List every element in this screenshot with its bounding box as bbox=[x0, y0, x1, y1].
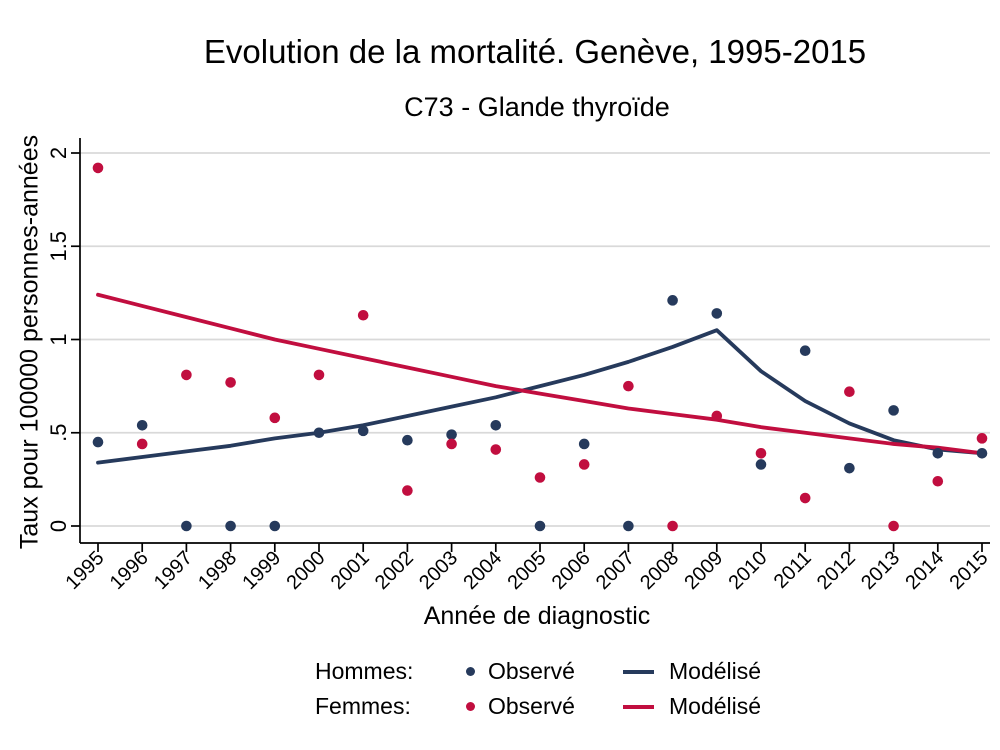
x-tick-label: 2014 bbox=[901, 547, 948, 594]
model-line bbox=[96, 292, 984, 456]
data-point bbox=[667, 520, 678, 532]
data-point bbox=[578, 459, 590, 470]
legend-observed-label-femmes: Observé bbox=[488, 693, 575, 719]
x-tick-label: 1998 bbox=[194, 547, 241, 594]
y-tick-label: .5 bbox=[46, 424, 71, 442]
x-tick-label: 2000 bbox=[283, 547, 330, 594]
data-point bbox=[181, 369, 192, 381]
data-point bbox=[269, 520, 281, 532]
y-tick-label: 1.5 bbox=[46, 231, 71, 262]
data-point bbox=[799, 492, 811, 504]
data-point bbox=[92, 436, 104, 448]
data-point bbox=[976, 447, 988, 459]
data-point bbox=[136, 419, 148, 431]
y-tick-label: 2 bbox=[46, 147, 71, 159]
data-point bbox=[225, 377, 236, 388]
x-tick-label: 2002 bbox=[371, 547, 418, 594]
data-point bbox=[136, 438, 148, 450]
data-point bbox=[402, 434, 413, 446]
x-tick-label: 2007 bbox=[592, 547, 639, 594]
x-tick-label: 2008 bbox=[636, 547, 683, 594]
legend-modeled-label-hommes: Modélisé bbox=[669, 658, 762, 684]
x-tick-label: 2010 bbox=[725, 547, 772, 594]
data-point bbox=[932, 447, 944, 459]
data-point bbox=[888, 520, 899, 532]
legend-modeled-label-femmes: Modélisé bbox=[669, 693, 762, 719]
y-tick-label: 0 bbox=[46, 520, 71, 532]
legend-row-femmes: Femmes: Observé Modélisé bbox=[315, 689, 761, 724]
x-tick-label: 1996 bbox=[106, 547, 153, 594]
data-point bbox=[534, 520, 546, 532]
data-point bbox=[755, 447, 767, 459]
x-tick-label: 2011 bbox=[770, 547, 816, 593]
data-point bbox=[402, 485, 413, 496]
data-point bbox=[534, 472, 546, 483]
x-axis-title: Année de diagnostic bbox=[423, 602, 651, 630]
data-point bbox=[888, 405, 899, 416]
data-point bbox=[313, 427, 325, 439]
data-point bbox=[313, 369, 325, 381]
data-point bbox=[490, 444, 502, 455]
legend-group-label-femmes: Femmes: bbox=[315, 693, 411, 719]
data-point bbox=[269, 412, 281, 424]
x-tick-label: 2001 bbox=[327, 547, 374, 594]
data-point bbox=[799, 345, 811, 356]
y-tick-label: 1 bbox=[46, 333, 71, 345]
x-tick-label: 1997 bbox=[150, 547, 197, 594]
x-tick-label: 2013 bbox=[857, 547, 904, 594]
data-point bbox=[623, 520, 634, 532]
x-tick-label: 2012 bbox=[813, 547, 860, 594]
x-tick-label: 2009 bbox=[680, 547, 727, 594]
x-tick-label: 2005 bbox=[504, 547, 551, 594]
data-point bbox=[711, 308, 723, 319]
data-point bbox=[667, 295, 678, 306]
data-point bbox=[844, 386, 855, 398]
data-point bbox=[932, 475, 944, 487]
x-tick-label: 2003 bbox=[415, 547, 462, 594]
data-point bbox=[976, 433, 988, 444]
chart-title: Evolution de la mortalité. Genève, 1995-… bbox=[203, 33, 867, 70]
x-tick-label: 2004 bbox=[459, 547, 506, 594]
x-tick-label: 1995 bbox=[62, 547, 109, 594]
data-point bbox=[578, 438, 590, 450]
plot-svg: 0 .5 1 1.5 2 19951996199719981999200020012002… bbox=[46, 138, 993, 594]
data-point bbox=[755, 459, 767, 470]
x-tick-label: 1999 bbox=[238, 547, 285, 594]
legend-modeled-line-icon-hommes bbox=[623, 669, 654, 674]
legend-group-label-hommes: Hommes: bbox=[315, 658, 414, 684]
legend-observed-label-hommes: Observé bbox=[488, 658, 575, 684]
chart-subtitle: C73 - Glande thyroïde bbox=[404, 92, 670, 122]
x-tick-label: 2006 bbox=[548, 547, 595, 594]
data-point bbox=[844, 462, 855, 474]
data-point bbox=[711, 410, 723, 422]
x-tick-label: 2015 bbox=[946, 547, 993, 594]
data-point bbox=[446, 438, 457, 450]
data-point bbox=[181, 520, 192, 532]
data-point bbox=[357, 309, 369, 321]
data-point bbox=[623, 380, 634, 392]
data-point bbox=[92, 162, 104, 174]
legend-row-hommes: Hommes: Observé Modélisé bbox=[315, 654, 761, 689]
legend: Hommes: Observé Modélisé Femmes: Observé… bbox=[315, 654, 761, 724]
legend-modeled-line-icon-femmes bbox=[623, 704, 654, 709]
data-point bbox=[225, 520, 236, 532]
model-line bbox=[96, 328, 984, 465]
data-point bbox=[446, 429, 457, 440]
legend-observed-dot-icon-hommes bbox=[466, 667, 475, 676]
legend-observed-dot-icon-femmes bbox=[466, 702, 475, 711]
data-point bbox=[490, 419, 502, 431]
data-point bbox=[357, 425, 369, 437]
